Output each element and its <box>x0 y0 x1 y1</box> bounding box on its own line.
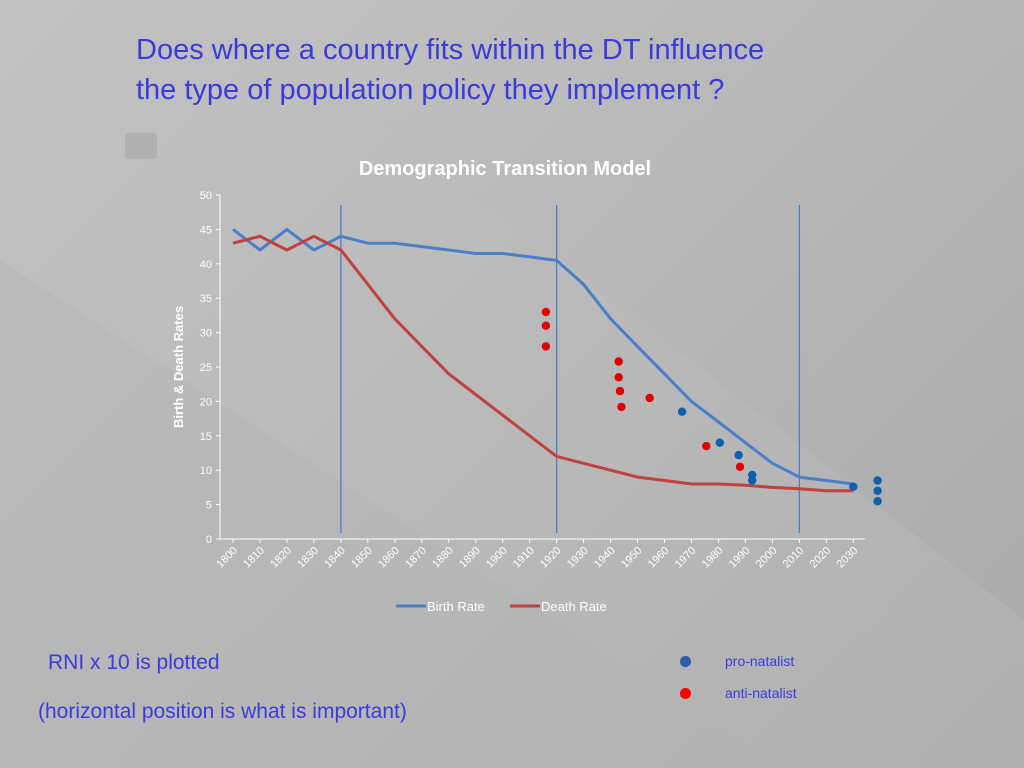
x-tick-label: 1840 <box>322 545 348 571</box>
pro-natalist-point <box>873 497 882 506</box>
y-tick-label: 50 <box>200 190 212 202</box>
key-label-pro-natalist: pro-natalist <box>725 653 795 669</box>
legend-death-rate-label: Death Rate <box>541 599 607 614</box>
anti-natalist-point <box>645 393 654 403</box>
y-axis-label: Birth & Death Rates <box>171 306 186 428</box>
x-tick-label: 1990 <box>727 545 753 571</box>
anti-natalist-point <box>702 441 711 451</box>
slide-title-line-2: the type of population policy they imple… <box>136 74 725 106</box>
x-tick-label: 1920 <box>538 545 564 571</box>
x-tick-label: 1800 <box>214 545 240 571</box>
slide-title-line-1: Does where a country fits within the DT … <box>136 34 765 66</box>
x-tick-label: 2020 <box>808 545 834 571</box>
x-tick-label: 2010 <box>781 545 807 571</box>
birth-rate-line <box>232 227 854 486</box>
y-tick-label: 30 <box>200 328 212 340</box>
anti-natalist-point <box>617 402 626 412</box>
pro-natalist-point <box>748 476 757 485</box>
pro-natalist-dot-icon <box>680 655 691 667</box>
dtm-chart: Demographic Transition Model Birth & Dea… <box>171 158 882 614</box>
x-tick-label: 2000 <box>754 545 780 571</box>
rni-note: RNI x 10 is plotted <box>48 651 220 674</box>
x-tick-label: 1980 <box>700 545 726 571</box>
pro-natalist-point <box>849 482 858 491</box>
x-tick-label: 1960 <box>646 545 672 571</box>
pro-natalist-point <box>734 450 743 460</box>
y-tick-label: 10 <box>200 465 212 477</box>
x-tick-label: 1930 <box>565 545 591 571</box>
x-tick-label: 1860 <box>376 545 402 571</box>
key-item-pro-natalist: pro-natalist <box>660 645 880 677</box>
placeholder-box <box>125 133 157 159</box>
pro-natalist-point <box>677 407 687 416</box>
y-tick-label: 45 <box>200 224 212 236</box>
x-tick-label: 1880 <box>430 545 456 571</box>
x-tick-label: 1970 <box>673 545 699 571</box>
key-item-anti-natalist: anti-natalist <box>660 677 880 709</box>
pro-natalist-point <box>873 486 882 495</box>
x-tick-label: 1870 <box>403 545 429 571</box>
legend-birth-rate-label: Birth Rate <box>427 599 485 614</box>
death-rate-line <box>232 234 854 493</box>
x-tick-label: 1900 <box>484 545 510 571</box>
x-tick-label: 1940 <box>592 545 618 571</box>
pro-natalist-point <box>873 476 882 485</box>
pro-natalist-point <box>715 438 724 447</box>
x-tick-label: 2030 <box>835 545 861 571</box>
x-tick-label: 1820 <box>268 545 294 571</box>
anti-natalist-point <box>615 386 625 396</box>
anti-natalist-point <box>614 373 623 382</box>
y-tick-label: 0 <box>206 534 212 546</box>
policy-key: pro-natalist anti-natalist <box>660 645 880 709</box>
y-tick-label: 15 <box>200 431 212 443</box>
position-note: (horizontal position is what is importan… <box>38 700 407 723</box>
y-tick-label: 5 <box>206 500 212 512</box>
y-tick-label: 25 <box>200 362 212 374</box>
y-tick-label: 40 <box>200 259 212 271</box>
x-tick-label: 1910 <box>511 545 537 571</box>
anti-natalist-point <box>614 357 623 366</box>
anti-natalist-point <box>735 462 745 471</box>
slide-title: Does where a country fits within the DT … <box>136 30 936 110</box>
anti-natalist-dot-icon <box>680 687 691 699</box>
anti-natalist-point <box>541 342 551 351</box>
key-label-anti-natalist: anti-natalist <box>725 685 797 701</box>
anti-natalist-point <box>541 321 551 330</box>
anti-natalist-point <box>541 307 551 317</box>
x-tick-label: 1850 <box>349 545 375 571</box>
x-tick-label: 1830 <box>295 545 321 571</box>
y-tick-label: 20 <box>200 396 212 408</box>
x-tick-label: 1810 <box>241 545 267 571</box>
chart-title: Demographic Transition Model <box>359 158 651 180</box>
y-tick-label: 35 <box>200 293 212 305</box>
x-tick-label: 1890 <box>457 545 483 571</box>
x-tick-label: 1950 <box>619 545 645 571</box>
